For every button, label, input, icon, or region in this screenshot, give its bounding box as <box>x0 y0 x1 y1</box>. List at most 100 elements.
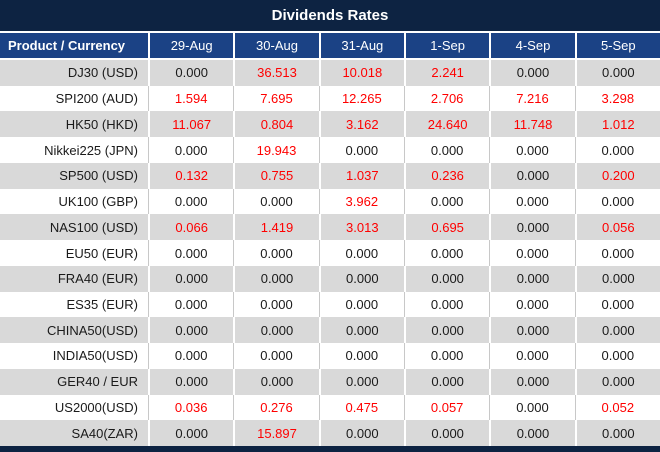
dividend-value: 0.000 <box>489 343 574 369</box>
product-name: CHINA50(USD) <box>46 322 138 338</box>
dividend-value: 1.419 <box>233 214 318 241</box>
dividend-value: 0.276 <box>233 394 318 421</box>
dividend-value: 0.000 <box>489 162 574 189</box>
product-name: US2000(USD) <box>54 399 138 415</box>
column-header-date: 30-Aug <box>233 33 318 58</box>
dividend-value: 0.000 <box>489 317 574 344</box>
dividend-value: 0.000 <box>148 188 233 215</box>
dividend-value: 0.000 <box>403 265 489 292</box>
page-title: Dividends Rates <box>271 7 389 24</box>
table-row: US2000(USD) 0.036 0.276 0.475 0.057 0.000 0.05… <box>0 394 660 421</box>
dividend-value: 11.748 <box>489 111 574 138</box>
table-row: GER40 / EUR 0.000 0.000 0.000 0.000 0.000 0.00… <box>0 368 660 395</box>
dividend-value: 3.162 <box>318 111 404 138</box>
dividend-value: 0.000 <box>489 265 574 292</box>
dividend-value: 2.706 <box>403 85 489 112</box>
dividend-value: 3.013 <box>318 214 404 241</box>
product-name: ES35 (EUR) <box>66 296 138 312</box>
table-row: INDIA50(USD) 0.000 0.000 0.000 0.000 0.000 0.0… <box>0 343 660 369</box>
dividend-value: 0.132 <box>148 162 233 189</box>
dividend-value: 0.000 <box>148 291 233 318</box>
dividend-value: 10.018 <box>318 60 404 86</box>
dividend-value: 0.000 <box>318 368 404 395</box>
dividend-value: 0.000 <box>489 420 574 447</box>
dividend-value: 0.755 <box>233 162 318 189</box>
product-name: INDIA50(USD) <box>52 348 138 364</box>
product-name: NAS100 (USD) <box>49 219 138 235</box>
dividend-value: 0.000 <box>574 317 660 344</box>
product-name: SA40(ZAR) <box>71 425 138 441</box>
product-name: Nikkei225 (JPN) <box>44 142 138 158</box>
dividend-value: 0.000 <box>574 188 660 215</box>
dividend-value: 0.000 <box>233 368 318 395</box>
dividend-value: 0.000 <box>148 317 233 344</box>
column-header-date: 31-Aug <box>318 33 404 58</box>
dividend-value: 0.056 <box>574 214 660 241</box>
dividend-value: 0.000 <box>489 394 574 421</box>
dividend-value: 0.000 <box>148 368 233 395</box>
dividend-value: 0.057 <box>403 394 489 421</box>
dividend-value: 0.066 <box>148 214 233 241</box>
dividend-value: 0.000 <box>233 240 318 266</box>
dividend-value: 0.000 <box>489 60 574 86</box>
dividend-value: 0.000 <box>489 291 574 318</box>
dividend-value: 0.000 <box>574 420 660 447</box>
product-name: DJ30 (USD) <box>67 65 138 81</box>
dividend-value: 0.236 <box>403 162 489 189</box>
dividend-value: 0.000 <box>403 317 489 344</box>
table-row: SPI200 (AUD) 1.594 7.695 12.265 2.706 7.216 3.… <box>0 85 660 112</box>
dividend-value: 0.000 <box>318 291 404 318</box>
dividend-value: 0.000 <box>403 240 489 266</box>
column-header-date: 4-Sep <box>489 33 574 58</box>
product-name: UK100 (GBP) <box>58 194 138 210</box>
product-name: FRA40 (EUR) <box>57 271 138 287</box>
product-name: EU50 (EUR) <box>65 245 138 261</box>
column-header-product-currency: Product / Currency <box>8 38 126 53</box>
dividend-value: 0.000 <box>403 368 489 395</box>
dividend-value: 0.000 <box>233 188 318 215</box>
dividend-value: 0.804 <box>233 111 318 138</box>
dividend-value: 0.000 <box>148 265 233 292</box>
dividend-value: 0.000 <box>148 343 233 369</box>
dividend-value: 0.000 <box>574 137 660 163</box>
dividend-value: 0.000 <box>318 240 404 266</box>
dividend-value: 3.962 <box>318 188 404 215</box>
dividend-value: 0.000 <box>233 291 318 318</box>
dividend-value: 0.000 <box>318 420 404 447</box>
table-row: HK50 (HKD) 11.067 0.804 3.162 24.640 11.748 1.… <box>0 111 660 138</box>
column-header-date: 1-Sep <box>403 33 489 58</box>
dividend-value: 0.000 <box>403 343 489 369</box>
footer-strip <box>0 446 660 452</box>
dividend-value: 0.000 <box>403 137 489 163</box>
table-row: SP500 (USD) 0.132 0.755 1.037 0.236 0.000 0.20… <box>0 162 660 189</box>
table-row: ES35 (EUR) 0.000 0.000 0.000 0.000 0.000 0.000 <box>0 291 660 318</box>
title-bar: Dividends Rates <box>0 0 660 33</box>
product-name: HK50 (HKD) <box>65 116 138 132</box>
dividend-value: 0.000 <box>574 368 660 395</box>
dividend-value: 0.000 <box>148 420 233 447</box>
table-row: CHINA50(USD) 0.000 0.000 0.000 0.000 0.000 0.0… <box>0 317 660 344</box>
dividend-value: 0.200 <box>574 162 660 189</box>
dividend-value: 0.000 <box>318 137 404 163</box>
column-header-date: 29-Aug <box>148 33 233 58</box>
dividend-value: 0.000 <box>318 317 404 344</box>
table-row: UK100 (GBP) 0.000 0.000 3.962 0.000 0.000 0.00… <box>0 188 660 215</box>
dividend-value: 7.216 <box>489 85 574 112</box>
dividend-value: 0.000 <box>489 137 574 163</box>
table-row: NAS100 (USD) 0.066 1.419 3.013 0.695 0.000 0.0… <box>0 214 660 241</box>
product-name: SPI200 (AUD) <box>55 91 138 107</box>
dividend-value: 0.000 <box>403 188 489 215</box>
dividend-value: 0.000 <box>574 60 660 86</box>
dividend-value: 1.594 <box>148 85 233 112</box>
table-row: Nikkei225 (JPN) 0.000 19.943 0.000 0.000 0.00… <box>0 137 660 163</box>
dividend-value: 0.000 <box>489 368 574 395</box>
column-header-date: 5-Sep <box>574 33 660 58</box>
dividend-value: 0.000 <box>233 343 318 369</box>
dividend-value: 0.000 <box>574 265 660 292</box>
dividend-value: 0.036 <box>148 394 233 421</box>
dividend-value: 15.897 <box>233 420 318 447</box>
dividend-value: 0.000 <box>148 137 233 163</box>
dividend-value: 19.943 <box>233 137 318 163</box>
dividend-value: 12.265 <box>318 85 404 112</box>
dividend-value: 1.012 <box>574 111 660 138</box>
